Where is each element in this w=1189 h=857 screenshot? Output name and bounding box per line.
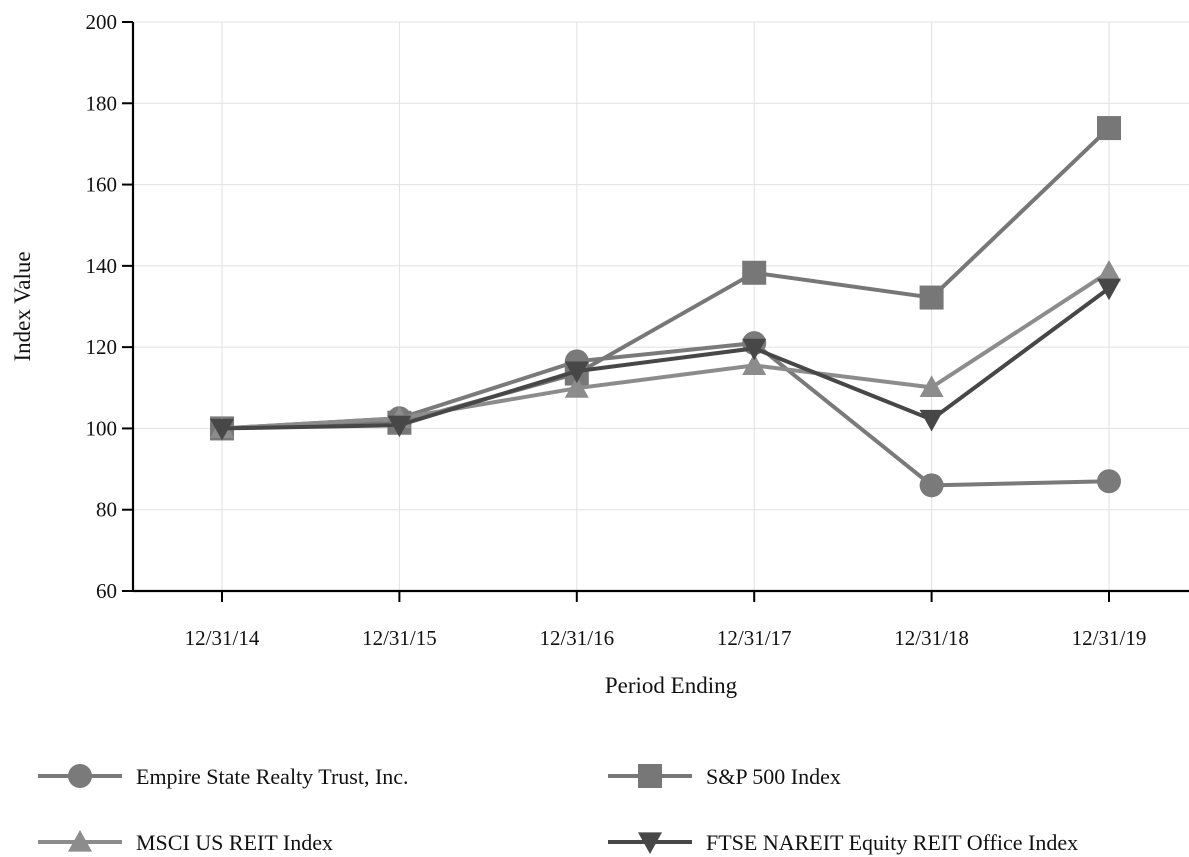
- y-tick-label: 160: [86, 173, 118, 197]
- data-point: [387, 415, 412, 438]
- legend-item: MSCI US REIT Index: [38, 830, 333, 855]
- axes: [122, 21, 1189, 602]
- data-point: [919, 409, 944, 432]
- series-3: [210, 278, 1121, 441]
- y-tick-label: 140: [86, 254, 118, 278]
- series-group: [210, 116, 1121, 498]
- legend-marker: [638, 832, 662, 854]
- data-point: [210, 418, 234, 441]
- y-tick-label: 80: [96, 498, 117, 522]
- series-line: [221, 126, 1111, 431]
- series-line: [221, 341, 1110, 488]
- data-point: [742, 260, 767, 285]
- series-1: [210, 116, 1121, 441]
- gridlines: [133, 21, 1189, 591]
- y-tick-label: 120: [86, 335, 118, 359]
- x-tick-labels: 12/31/14 12/31/15 12/31/16 12/31/17 12/31/18…: [185, 626, 1147, 650]
- y-tick-label: 100: [86, 416, 118, 440]
- data-point: [564, 376, 589, 398]
- x-tick-label: 12/31/16: [539, 626, 614, 650]
- legend-marker: [68, 764, 92, 788]
- data-point: [919, 375, 944, 397]
- series-2: [210, 259, 1121, 439]
- x-tick-label: 12/31/14: [185, 626, 260, 650]
- legend-marker: [68, 830, 92, 852]
- y-tick-label: 180: [86, 91, 118, 115]
- y-tick-label: 200: [86, 10, 118, 34]
- legend: Empire State Realty Trust, Inc. S&P 500 I…: [38, 764, 1078, 855]
- data-point: [1097, 116, 1121, 141]
- data-point: [564, 361, 589, 384]
- x-tick-label: 12/31/19: [1072, 626, 1147, 650]
- legend-label: FTSE NAREIT Equity REIT Office Index: [706, 830, 1078, 855]
- legend-label: Empire State Realty Trust, Inc.: [136, 764, 409, 789]
- data-point: [1097, 259, 1121, 282]
- y-tick-labels: 60 80 100 120 140 160 180 200: [86, 10, 118, 603]
- data-point: [742, 338, 767, 361]
- x-axis-title: Period Ending: [605, 673, 738, 698]
- legend-item: Empire State Realty Trust, Inc.: [38, 764, 409, 789]
- x-tick-label: 12/31/17: [717, 626, 792, 650]
- legend-item: S&P 500 Index: [608, 764, 841, 789]
- series-line: [221, 286, 1111, 431]
- legend-label: S&P 500 Index: [706, 764, 841, 789]
- data-point: [742, 353, 767, 376]
- data-point: [1097, 469, 1121, 494]
- legend-item: FTSE NAREIT Equity REIT Office Index: [608, 830, 1078, 855]
- data-point: [919, 285, 944, 310]
- legend-marker: [638, 764, 662, 788]
- data-point: [919, 473, 944, 498]
- series-line: [221, 270, 1111, 431]
- legend-label: MSCI US REIT Index: [136, 830, 333, 855]
- x-tick-label: 12/31/15: [362, 626, 437, 650]
- series-0: [210, 331, 1121, 498]
- data-point: [1097, 278, 1121, 301]
- y-axis-title: Index Value: [10, 251, 35, 361]
- x-tick-label: 12/31/18: [894, 626, 969, 650]
- y-tick-label: 60: [96, 579, 117, 603]
